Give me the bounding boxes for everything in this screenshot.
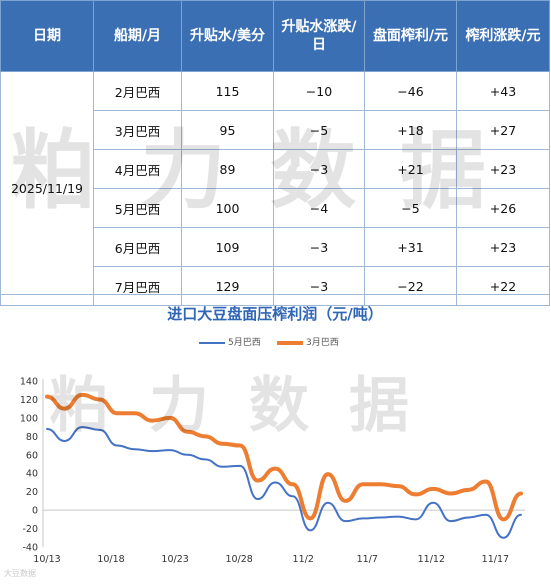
x-tick-label: 10/18 — [97, 554, 124, 565]
header-date: 日期 — [0, 0, 94, 72]
premium-change-cell: −10 — [273, 71, 365, 111]
date-cell: 2025/11/19 — [0, 71, 94, 306]
table-header-row: 日期 船期/月 升贴水/美分 升贴水涨跌/日 盘面榨利/元 榨利涨跌/元 — [0, 0, 550, 72]
margin-change-cell: +23 — [456, 149, 550, 189]
y-tick-label: 80 — [26, 432, 38, 443]
margin-change-cell: +26 — [456, 188, 550, 228]
premium-cell: 115 — [181, 71, 274, 111]
premium-cell: 109 — [181, 227, 274, 267]
premium-cell: 95 — [181, 110, 274, 150]
y-tick-label: 0 — [32, 506, 38, 517]
premium-table: 日期 船期/月 升贴水/美分 升贴水涨跌/日 盘面榨利/元 榨利涨跌/元 202… — [0, 0, 550, 306]
header-margin: 盘面榨利/元 — [364, 0, 457, 72]
premium-cell: 89 — [181, 149, 274, 189]
chart-plot: -40 -20 0 20 40 60 80 100 120 140 10/13 10/18 10/23 1… — [20, 377, 525, 565]
legend-label-series1: 5月巴西 — [228, 338, 261, 348]
margin-cell: +31 — [364, 227, 457, 267]
margin-cell: −46 — [364, 71, 457, 111]
y-tick-label: -40 — [22, 543, 38, 554]
header-ship: 船期/月 — [93, 0, 182, 72]
x-tick-label: 10/28 — [225, 554, 252, 565]
ship-cell: 6月巴西 — [93, 227, 182, 267]
series-line-1 — [46, 426, 522, 539]
premium-cell: 100 — [181, 188, 274, 228]
series-line-2 — [45, 392, 523, 522]
margin-change-cell: +43 — [456, 71, 550, 111]
premium-change-cell: −3 — [273, 227, 365, 267]
x-tick-label: 11/7 — [357, 554, 378, 565]
y-tick-label: 120 — [20, 395, 38, 406]
margin-change-cell: +23 — [456, 227, 550, 267]
ship-cell: 2月巴西 — [93, 71, 182, 111]
chart-title: 进口大豆盘面压榨利润（元/吨） — [167, 305, 383, 323]
ship-cell: 3月巴西 — [93, 110, 182, 150]
ship-cell: 4月巴西 — [93, 149, 182, 189]
margin-cell: +21 — [364, 149, 457, 189]
premium-change-cell: −3 — [273, 149, 365, 189]
profit-chart: 进口大豆盘面压榨利润（元/吨） 5月巴西 3月巴西 -40 -20 0 20 40 60 8… — [1, 294, 549, 586]
table-row: 6月巴西 109 −3 +31 +23 — [1, 227, 550, 267]
y-tick-label: 20 — [26, 487, 38, 498]
legend-swatch-series2 — [277, 340, 303, 345]
y-tick-label: 140 — [20, 377, 38, 388]
x-tick-label: 11/2 — [293, 554, 314, 565]
margin-change-cell: +27 — [456, 110, 550, 150]
corner-logo: 大豆数据 — [4, 569, 36, 578]
ship-cell: 5月巴西 — [93, 188, 182, 228]
margin-cell: −5 — [364, 188, 457, 228]
x-tick-label: 11/12 — [418, 554, 445, 565]
premium-change-cell: −5 — [273, 110, 365, 150]
margin-change-cell: +22 — [456, 266, 550, 306]
ship-cell: 7月巴西 — [93, 266, 182, 306]
legend-item-series1: 5月巴西 — [199, 335, 261, 348]
premium-cell: 129 — [181, 266, 274, 306]
header-premium: 升贴水/美分 — [181, 0, 274, 72]
margin-cell: +18 — [364, 110, 457, 150]
table-row: 7月巴西 129 −3 −22 +22 — [1, 266, 550, 306]
x-tick-label: 10/13 — [33, 554, 60, 565]
header-premium-change: 升贴水涨跌/日 — [273, 0, 365, 72]
table-row: 5月巴西 100 −4 −5 +26 — [1, 188, 550, 228]
legend-item-series2: 3月巴西 — [277, 335, 339, 348]
legend-swatch-series1 — [199, 341, 225, 344]
table-row: 3月巴西 95 −5 +18 +27 — [1, 110, 550, 150]
table-row: 2025/11/19 2月巴西 115 −10 −46 +43 — [0, 71, 550, 306]
table-row: 4月巴西 89 −3 +21 +23 — [1, 149, 550, 189]
y-tick-label: 40 — [26, 469, 38, 480]
y-tick-label: 60 — [26, 450, 38, 461]
x-tick-label: 10/23 — [161, 554, 188, 565]
x-tick-label: 11/17 — [482, 554, 509, 565]
header-margin-change: 榨利涨跌/元 — [456, 0, 550, 72]
legend-label-series2: 3月巴西 — [306, 338, 339, 348]
premium-change-cell: −4 — [273, 188, 365, 228]
y-tick-label: -20 — [22, 524, 38, 535]
y-tick-label: 100 — [20, 413, 38, 424]
